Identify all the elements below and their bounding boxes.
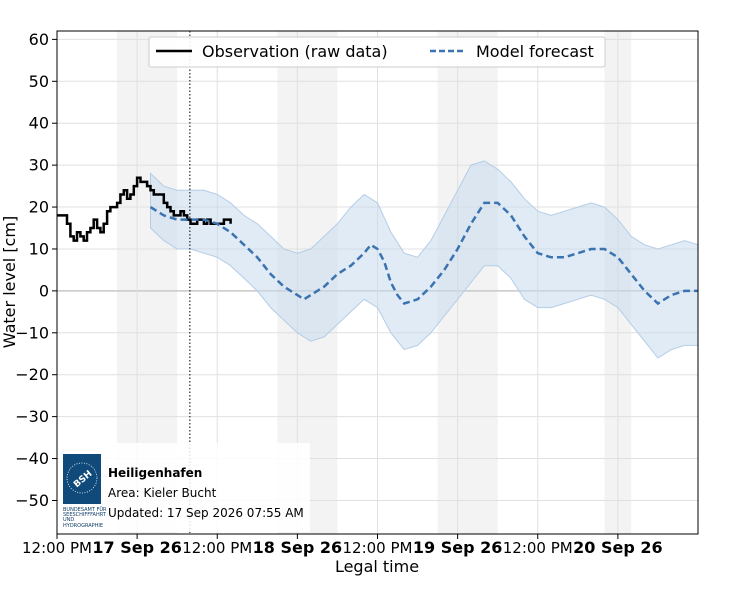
svg-text:HYDROGRAPHIE: HYDROGRAPHIE (63, 523, 103, 529)
y-tick-label-2: −30 (15, 407, 49, 426)
legend-label-observation: Observation (raw data) (202, 42, 388, 61)
station-name: Heiligenhafen (108, 466, 202, 480)
y-tick-label-9: 40 (29, 114, 49, 133)
observation-line (57, 176, 232, 242)
x-tick-label-4: 12:00 PM (343, 539, 413, 557)
series-lines (57, 176, 698, 306)
y-axis-label: Water level [cm] (0, 216, 19, 348)
y-tick-label-1: −40 (15, 449, 49, 468)
y-tick-label-3: −20 (15, 365, 49, 384)
x-tick-label-6: 12:00 PM (503, 539, 573, 557)
station-info-box: BSH BUNDESAMT FÜR SEESCHIFFFAHRT UND HYD… (59, 443, 310, 532)
y-axis-ticks: −50 −40 −30 −20 −10 0 10 20 30 40 50 60 (15, 30, 57, 510)
x-tick-label-1: 17 Sep 26 (92, 538, 182, 557)
bsh-logo: BSH BUNDESAMT FÜR SEESCHIFFFAHRT UND HYD… (63, 454, 107, 529)
legend: Observation (raw data) Model forecast (148, 36, 606, 68)
station-area: Area: Kieler Bucht (108, 486, 217, 500)
legend-label-forecast: Model forecast (476, 42, 594, 61)
x-tick-label-5: 19 Sep 26 (413, 538, 503, 557)
y-tick-label-7: 20 (29, 198, 49, 217)
x-tick-label-7: 20 Sep 26 (573, 538, 663, 557)
x-tick-label-3: 18 Sep 26 (253, 538, 343, 557)
forecast-line (149, 201, 698, 306)
x-axis-ticks: 12:00 PM 17 Sep 26 12:00 PM 18 Sep 26 12:00 … (22, 534, 663, 557)
svg-text:UND: UND (63, 517, 74, 523)
x-axis-label: Legal time (335, 557, 419, 576)
x-tick-label-0: 12:00 PM (22, 539, 92, 557)
forecast-uncertainty-band (150, 160, 698, 359)
y-tick-label-11: 60 (29, 30, 49, 49)
y-tick-label-10: 50 (29, 72, 49, 91)
y-tick-label-5: 0 (39, 281, 49, 300)
y-tick-label-8: 30 (29, 156, 49, 175)
y-tick-label-0: −50 (15, 491, 49, 510)
updated-time: Updated: 17 Sep 2026 07:55 AM (108, 506, 304, 520)
y-tick-label-6: 10 (29, 239, 49, 258)
forecast-band-area (150, 160, 698, 359)
svg-text:SEESCHIFFFAHRT: SEESCHIFFFAHRT (63, 512, 107, 518)
svg-text:BUNDESAMT FÜR: BUNDESAMT FÜR (63, 506, 107, 513)
y-tick-label-4: −10 (15, 323, 49, 342)
legend-box (148, 36, 606, 68)
x-tick-label-2: 12:00 PM (182, 539, 252, 557)
